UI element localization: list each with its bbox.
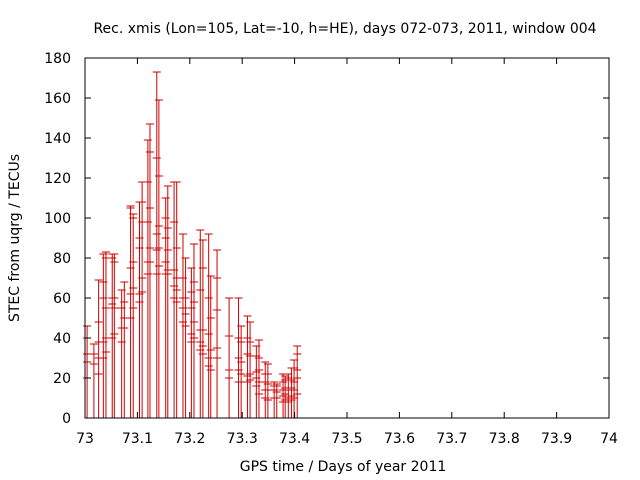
y-tick-label: 160	[44, 91, 71, 107]
x-tick-label: 73.2	[174, 431, 205, 447]
data-point	[108, 253, 117, 418]
x-tick-label: 73.9	[541, 431, 572, 447]
x-tick-label: 73.5	[331, 431, 362, 447]
y-tick-label: 180	[44, 51, 71, 67]
y-tick-label: 100	[44, 211, 71, 227]
data-point	[213, 249, 222, 418]
plot-series	[83, 71, 302, 418]
data-point	[94, 279, 103, 418]
data-point	[89, 343, 98, 418]
data-point	[225, 297, 234, 418]
data-point	[129, 213, 138, 418]
data-point	[279, 373, 288, 418]
data-point	[83, 325, 92, 418]
data-point	[206, 275, 215, 418]
y-tick-label: 140	[44, 131, 71, 147]
data-point	[181, 257, 190, 418]
y-tick-label: 60	[53, 291, 71, 307]
data-point	[198, 239, 207, 418]
y-tick-label: 80	[53, 251, 71, 267]
data-point	[163, 185, 172, 418]
data-point	[110, 253, 119, 418]
data-point	[263, 363, 272, 418]
y-tick-label: 20	[53, 371, 71, 387]
y-tick-label: 40	[53, 331, 71, 347]
x-tick-label: 73.3	[227, 431, 258, 447]
y-tick-labels: 0 20 40 60 80 100 120 140 160 180	[44, 51, 71, 427]
y-axis-label: STEC from uqrg / TECUs	[7, 154, 23, 322]
x-tick-label: 73.4	[279, 431, 310, 447]
x-tick-label: 73.6	[384, 431, 415, 447]
data-point	[152, 71, 161, 418]
data-point	[272, 383, 281, 418]
data-point	[293, 345, 302, 418]
x-tick-labels: 73 73.1 73.2 73.3 73.4 73.5 73.6 73.7 73.8 73.9 74	[76, 431, 618, 447]
data-point	[143, 139, 152, 418]
chart-title: Rec. xmis (Lon=105, Lat=-10, h=HE), days…	[93, 21, 596, 37]
x-axis-label: GPS time / Days of year 2011	[240, 459, 447, 475]
x-tick-label: 73.7	[436, 431, 467, 447]
data-point	[161, 197, 170, 418]
y-tick-label: 0	[62, 411, 71, 427]
x-tick-label: 73.1	[122, 431, 153, 447]
x-tick-label: 73	[76, 431, 94, 447]
axis-ticks	[84, 57, 610, 419]
data-point	[204, 233, 213, 418]
x-tick-label: 74	[600, 431, 618, 447]
data-point	[246, 321, 255, 418]
data-point	[154, 99, 163, 418]
data-point	[237, 325, 246, 418]
y-tick-label: 120	[44, 171, 71, 187]
data-point	[254, 339, 263, 418]
x-tick-label: 73.8	[489, 431, 520, 447]
data-point	[189, 243, 198, 418]
data-point	[145, 123, 154, 418]
